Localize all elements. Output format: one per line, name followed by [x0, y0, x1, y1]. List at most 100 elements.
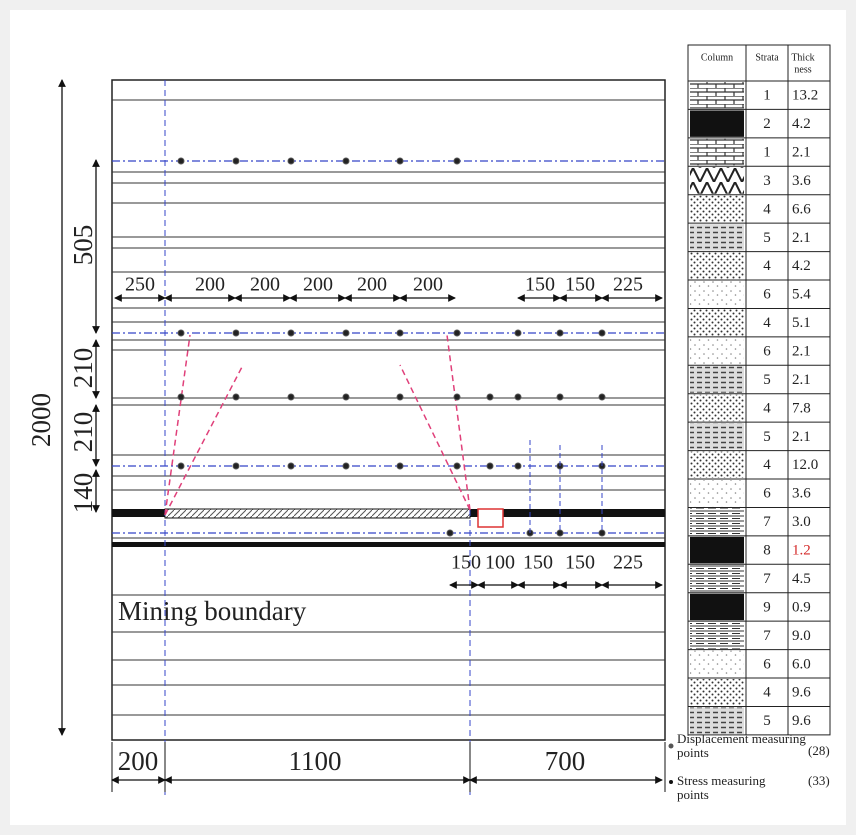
column-cell	[690, 423, 744, 449]
measuring-point	[557, 330, 563, 336]
thickness-cell: 3.6	[792, 486, 811, 502]
dim-label: 140	[68, 473, 98, 514]
column-cell	[690, 565, 744, 591]
thickness-cell: 2.1	[792, 230, 811, 246]
table-header: ness	[794, 64, 811, 75]
floor-coal	[112, 542, 665, 547]
thickness-cell: 4.2	[792, 258, 811, 274]
strata-cell: 5	[763, 429, 771, 445]
goaf	[165, 509, 470, 518]
table-header: Thick	[791, 52, 814, 63]
strata-cell: 7	[763, 628, 771, 644]
measuring-point	[233, 330, 239, 336]
dim-label: 150	[523, 552, 553, 574]
strata-cell: 1	[763, 145, 771, 161]
thickness-cell: 2.1	[792, 344, 811, 360]
dim-label: 200	[250, 274, 280, 296]
thickness-cell: 5.1	[792, 315, 811, 331]
thickness-cell: 5.4	[792, 287, 811, 303]
column-cell	[690, 338, 744, 364]
measuring-point	[397, 158, 403, 164]
dim-label: 505	[68, 225, 98, 266]
column-cell	[690, 82, 744, 108]
column-cell	[690, 281, 744, 307]
model-frame	[112, 80, 665, 740]
strata-cell: 5	[763, 713, 771, 729]
legend-count: (33)	[808, 773, 830, 788]
measuring-point	[454, 394, 460, 400]
measuring-point	[599, 330, 605, 336]
thickness-cell: 4.2	[792, 116, 811, 132]
measuring-point	[487, 394, 493, 400]
strata-cell: 6	[763, 486, 771, 502]
legend-marker	[669, 744, 674, 749]
column-cell	[690, 253, 744, 279]
measuring-point	[233, 394, 239, 400]
dim-label: 150	[565, 274, 595, 296]
dim-label: 150	[451, 552, 481, 574]
strata-cell: 4	[763, 457, 771, 473]
column-cell	[690, 622, 744, 648]
dim-label: 250	[125, 274, 155, 296]
measuring-point	[397, 463, 403, 469]
dim-label: 200	[357, 274, 387, 296]
column-cell	[690, 707, 744, 733]
dim-label: 100	[485, 552, 515, 574]
strata-cell: 6	[763, 344, 771, 360]
strata-cell: 8	[763, 543, 771, 559]
measuring-point	[599, 394, 605, 400]
strata-cell: 7	[763, 571, 771, 587]
strata-cell: 3	[763, 173, 771, 189]
dim-label: 150	[565, 552, 595, 574]
model: 113.224.212.133.646.652.144.265.445.162.…	[62, 45, 830, 795]
column-cell	[690, 395, 744, 421]
measuring-point	[397, 330, 403, 336]
dim-label: 200	[118, 746, 159, 776]
column-cell	[690, 309, 744, 335]
thickness-cell: 9.6	[792, 685, 811, 701]
dim-label: 2000	[26, 393, 56, 447]
measuring-point	[515, 463, 521, 469]
table-header: Strata	[755, 52, 779, 63]
strata-cell: 6	[763, 287, 771, 303]
mining-boundary: Mining boundary	[118, 596, 307, 626]
thickness-cell: 1.2	[792, 543, 811, 559]
measuring-point	[288, 158, 294, 164]
strata-cell: 9	[763, 599, 771, 615]
working-face	[478, 509, 503, 527]
dim-label: 210	[68, 348, 98, 389]
measuring-point	[288, 463, 294, 469]
thickness-cell: 12.0	[792, 457, 818, 473]
measuring-point	[515, 394, 521, 400]
dim-label: 210	[68, 412, 98, 453]
thickness-cell: 6.6	[792, 201, 811, 217]
strata-cell: 7	[763, 514, 771, 530]
column-cell	[690, 366, 744, 392]
column-cell	[690, 139, 744, 165]
measuring-point	[397, 394, 403, 400]
thickness-cell: 0.9	[792, 599, 811, 615]
thickness-cell: 2.1	[792, 145, 811, 161]
thickness-cell: 13.2	[792, 88, 818, 104]
thickness-cell: 2.1	[792, 372, 811, 388]
measuring-point	[178, 394, 184, 400]
column-cell	[690, 480, 744, 506]
measuring-point	[447, 530, 453, 536]
column-cell	[690, 508, 744, 534]
strata-cell: 4	[763, 685, 771, 701]
measuring-point	[343, 158, 349, 164]
measuring-point	[233, 463, 239, 469]
strata-cell: 4	[763, 258, 771, 274]
thickness-cell: 9.6	[792, 713, 811, 729]
thickness-cell: 3.6	[792, 173, 811, 189]
strata-cell: 6	[763, 656, 771, 672]
dim-label: 700	[545, 746, 586, 776]
strata-cell: 4	[763, 315, 771, 331]
column-cell	[690, 679, 744, 705]
strata-cell: 4	[763, 201, 771, 217]
thickness-cell: 9.0	[792, 628, 811, 644]
dim-label: 200	[303, 274, 333, 296]
legend-count: (28)	[808, 743, 830, 758]
measuring-point	[454, 463, 460, 469]
measuring-point	[557, 394, 563, 400]
